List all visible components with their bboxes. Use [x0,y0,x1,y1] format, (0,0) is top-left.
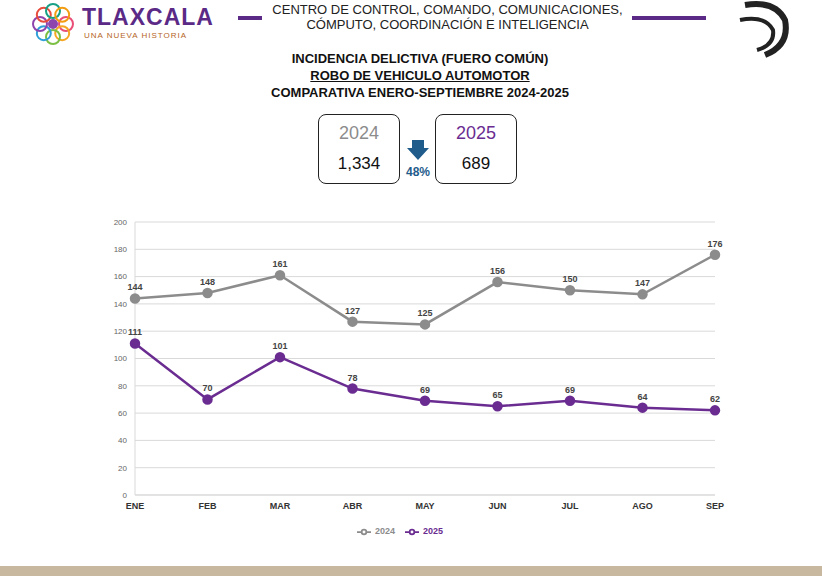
html-text:1,334: 1,334 [337,154,381,173]
svg-text:101: 101 [272,341,287,351]
svg-text:JUL: JUL [561,501,579,511]
svg-text:120: 120 [114,327,128,336]
html-text:48%: 48% [406,165,430,179]
svg-text:0: 0 [123,491,128,500]
html-text:2025: 2025 [423,526,443,537]
html-text:COMPARATIVA ENERO-SEPTIEMBRE 2: COMPARATIVA ENERO-SEPTIEMBRE 2024-2025 [271,85,569,100]
html-text:CÓMPUTO, COORDINACIÓN E INTELI: CÓMPUTO, COORDINACIÓN E INTELIGENCIA [306,17,589,32]
svg-text:100: 100 [114,354,128,363]
svg-text:125: 125 [417,308,432,318]
html-text:TLAXCALA: TLAXCALA [82,4,214,30]
html-text:INCIDENCIA DELICTIVA (FUERO CO: INCIDENCIA DELICTIVA (FUERO COMÚN) [291,51,549,66]
svg-text:60: 60 [118,409,127,418]
svg-text:111: 111 [128,327,142,337]
html-text:2024: 2024 [339,123,379,143]
svg-text:JUN: JUN [488,501,506,511]
svg-text:180: 180 [114,245,128,254]
svg-text:64: 64 [637,392,647,402]
svg-text:156: 156 [490,266,505,276]
svg-text:70: 70 [202,383,212,393]
svg-text:65: 65 [492,390,502,400]
html-text:2024: 2024 [375,526,395,537]
svg-text:SEP: SEP [706,501,724,511]
html-text:2025: 2025 [456,123,496,143]
svg-text:161: 161 [272,259,287,269]
svg-text:AGO: AGO [632,501,653,511]
svg-text:150: 150 [562,274,577,284]
svg-text:62: 62 [710,394,720,404]
svg-text:69: 69 [420,385,430,395]
svg-text:147: 147 [635,278,650,288]
svg-text:ABR: ABR [343,501,363,511]
html-text:ROBO DE VEHICULO AUTOMOTOR: ROBO DE VEHICULO AUTOMOTOR [310,68,530,83]
html-text:CENTRO DE CONTROL, COMANDO, CO: CENTRO DE CONTROL, COMANDO, COMUNICACION… [272,2,623,17]
svg-text:ENE: ENE [126,501,145,511]
svg-text:200: 200 [114,218,128,227]
svg-text:MAR: MAR [270,501,291,511]
html-text:UNA NUEVA HISTORIA: UNA NUEVA HISTORIA [84,31,188,40]
svg-text:160: 160 [114,272,128,281]
svg-text:148: 148 [200,277,215,287]
svg-text:80: 80 [118,382,127,391]
svg-text:140: 140 [114,300,128,309]
svg-text:78: 78 [347,373,357,383]
svg-text:MAY: MAY [415,501,434,511]
svg-text:69: 69 [565,385,575,395]
svg-text:176: 176 [707,239,722,249]
svg-text:127: 127 [345,306,360,316]
html-text:689: 689 [461,154,491,173]
svg-text:FEB: FEB [199,501,218,511]
svg-text:144: 144 [127,282,142,292]
svg-text:40: 40 [118,436,127,445]
svg-text:20: 20 [118,464,127,473]
